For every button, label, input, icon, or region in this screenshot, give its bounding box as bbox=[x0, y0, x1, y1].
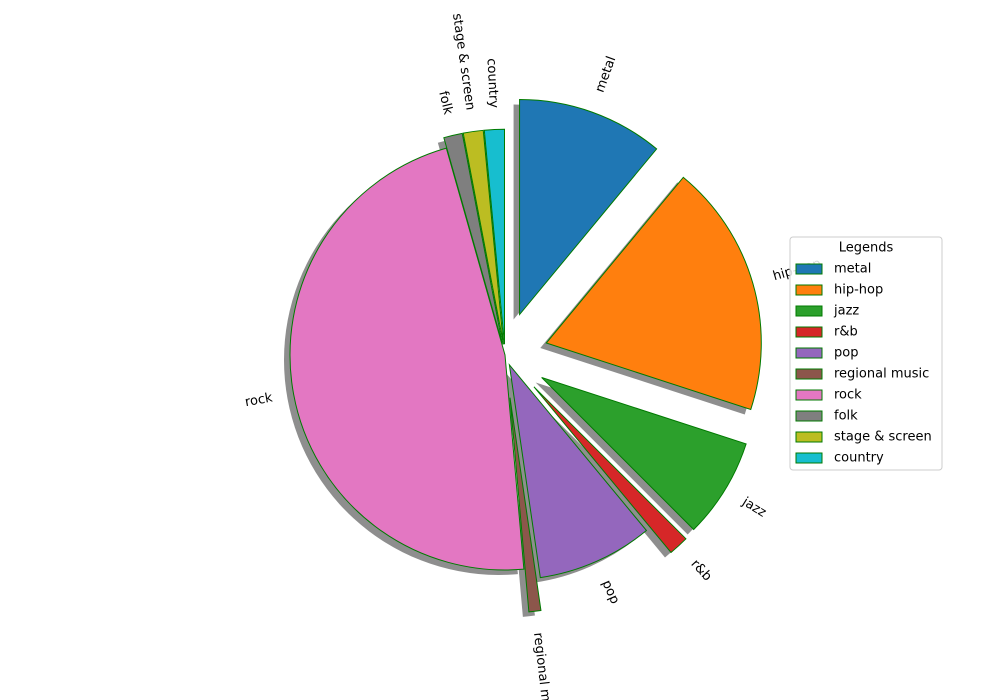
wedge bbox=[443, 132, 504, 345]
legend-label: stage & screen bbox=[834, 430, 932, 445]
legend-swatch bbox=[795, 368, 823, 380]
wedge bbox=[533, 386, 687, 554]
wedge bbox=[519, 99, 658, 316]
legend-swatch bbox=[795, 284, 823, 296]
wedge bbox=[509, 397, 542, 613]
legend-label: regional music bbox=[834, 367, 929, 382]
legend-swatch bbox=[795, 263, 823, 275]
legend-box bbox=[789, 236, 943, 471]
wedge bbox=[289, 147, 525, 571]
wedge bbox=[508, 363, 648, 579]
wedge-label: r&b bbox=[688, 557, 715, 585]
legend: Legends metal hip-hop jazz r&b pop regional m… bbox=[789, 236, 943, 471]
legend-swatch bbox=[795, 389, 823, 401]
legend-swatch bbox=[795, 431, 823, 443]
wedge-label: regional music bbox=[530, 632, 556, 700]
legend-swatch bbox=[795, 347, 823, 359]
wedges bbox=[289, 99, 762, 613]
legend-label: jazz bbox=[833, 304, 859, 319]
legend-label: folk bbox=[834, 409, 858, 424]
legend-label: metal bbox=[834, 262, 871, 277]
wedge-label: metal bbox=[593, 54, 620, 94]
wedge-label: country bbox=[484, 58, 501, 109]
legend-swatch bbox=[795, 305, 823, 317]
wedge bbox=[545, 176, 762, 411]
legend-title: Legends bbox=[839, 241, 894, 256]
wedge-label: folk bbox=[435, 90, 455, 117]
legend-label: country bbox=[834, 451, 884, 466]
wedge bbox=[541, 376, 747, 531]
legend-label: hip-hop bbox=[834, 283, 883, 298]
wedge-label: pop bbox=[598, 578, 622, 606]
wedge-label: stage & screen bbox=[449, 12, 478, 111]
legend-label: rock bbox=[834, 388, 862, 403]
wedge-label: jazz bbox=[739, 494, 769, 521]
legend-swatch bbox=[795, 410, 823, 422]
legend-label: pop bbox=[834, 346, 858, 361]
legend-swatch bbox=[795, 326, 823, 338]
wedge bbox=[462, 129, 504, 345]
legend-swatch bbox=[795, 452, 823, 464]
wedge bbox=[483, 128, 505, 345]
wedge-label: rock bbox=[244, 390, 274, 410]
legend-label: r&b bbox=[834, 325, 858, 340]
